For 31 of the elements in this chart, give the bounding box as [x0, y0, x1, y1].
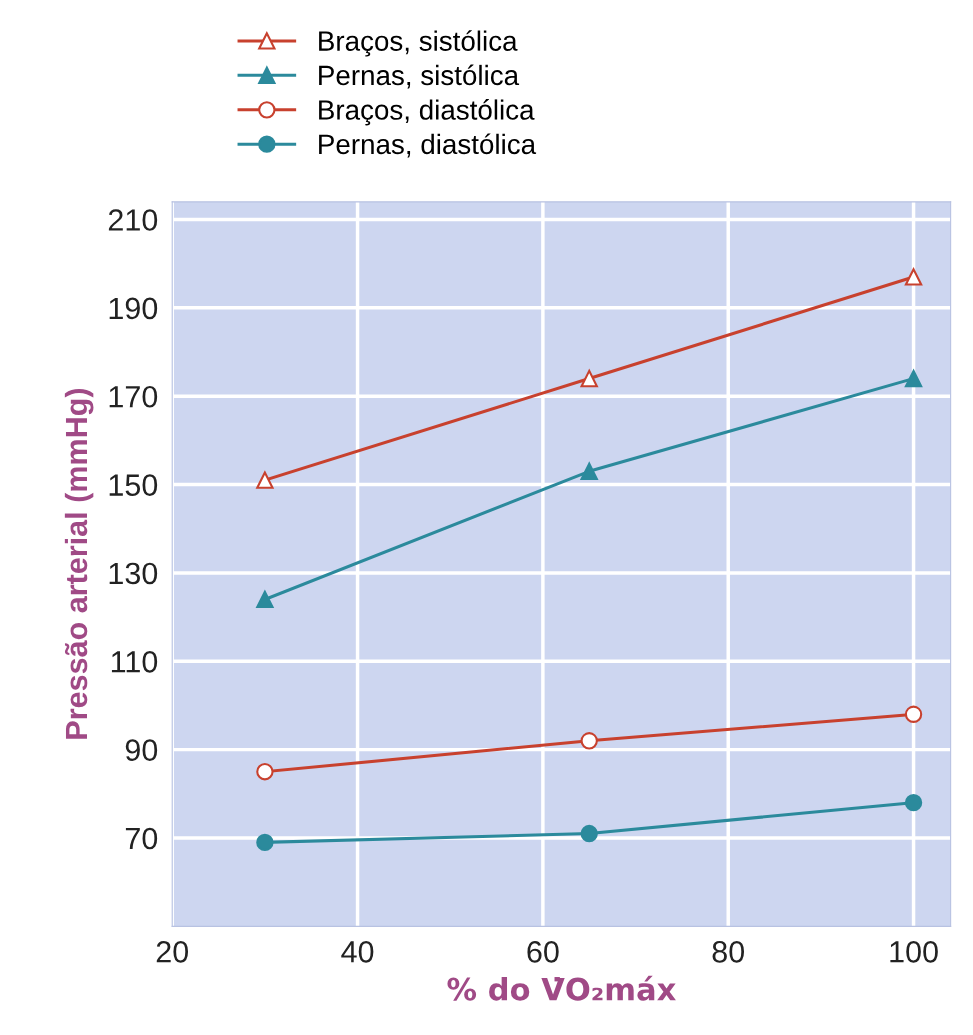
- x-tick-label: 60: [527, 941, 559, 963]
- legend-label: Pernas, sistólica: [319, 64, 520, 89]
- y-tick-label: 130: [109, 562, 158, 585]
- point: [904, 793, 923, 812]
- y-tick-label: 90: [125, 739, 158, 761]
- point: [904, 268, 923, 286]
- point: [580, 462, 598, 480]
- x-tick-label: 100: [890, 941, 938, 963]
- y-tick-label: 150: [109, 474, 158, 496]
- point: [904, 705, 923, 723]
- point: [256, 833, 274, 852]
- point: [256, 590, 274, 609]
- y-tick-label: 70: [125, 827, 158, 850]
- legend-label: Pernas, diastólica: [319, 133, 537, 158]
- point: [904, 369, 923, 388]
- point: [256, 471, 274, 489]
- point: [580, 732, 598, 750]
- y-tick-label: 210: [108, 209, 158, 231]
- x-tick-label: 40: [341, 941, 374, 963]
- legend-label: Braços, sistólica: [319, 30, 518, 57]
- x-tick-label: 20: [156, 941, 189, 963]
- y-tick-label: 170: [109, 385, 158, 408]
- point: [580, 824, 598, 843]
- x-axis-title: % do V̇O₂máx: [447, 975, 676, 1001]
- point: [256, 763, 274, 781]
- y-tick-label: 190: [109, 297, 158, 320]
- legend-label: Braços, diastólica: [319, 99, 535, 126]
- point: [580, 369, 598, 388]
- x-tick-label: 80: [712, 941, 745, 963]
- y-axis-title: Pressão arterial (mmHg): [64, 388, 94, 739]
- y-tick-label: 110: [111, 651, 158, 673]
